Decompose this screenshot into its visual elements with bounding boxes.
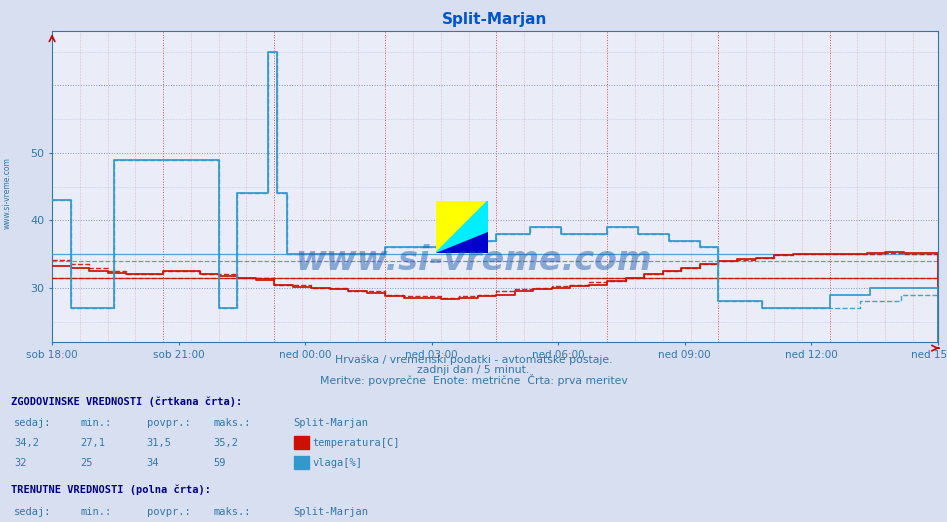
Text: TRENUTNE VREDNOSTI (polna črta):: TRENUTNE VREDNOSTI (polna črta): — [11, 485, 211, 495]
Text: 27,1: 27,1 — [80, 438, 105, 448]
Polygon shape — [436, 232, 488, 253]
Title: Split-Marjan: Split-Marjan — [442, 13, 547, 27]
Text: sedaj:: sedaj: — [14, 507, 52, 517]
Text: www.si-vreme.com: www.si-vreme.com — [3, 157, 12, 229]
Text: povpr.:: povpr.: — [147, 507, 190, 517]
Text: 35,2: 35,2 — [213, 438, 238, 448]
Text: min.:: min.: — [80, 507, 112, 517]
Text: maks.:: maks.: — [213, 507, 251, 517]
Text: 32: 32 — [14, 458, 27, 468]
Text: temperatura[C]: temperatura[C] — [313, 438, 400, 448]
Text: 59: 59 — [213, 458, 225, 468]
Text: min.:: min.: — [80, 419, 112, 429]
Text: 31,5: 31,5 — [147, 438, 171, 448]
Text: ZGODOVINSKE VREDNOSTI (črtkana črta):: ZGODOVINSKE VREDNOSTI (črtkana črta): — [11, 396, 242, 407]
Text: zadnji dan / 5 minut.: zadnji dan / 5 minut. — [418, 365, 529, 375]
Text: Split-Marjan: Split-Marjan — [294, 507, 368, 517]
Polygon shape — [436, 201, 488, 253]
Text: www.si-vreme.com: www.si-vreme.com — [295, 244, 652, 278]
Text: Meritve: povprečne  Enote: metrične  Črta: prva meritev: Meritve: povprečne Enote: metrične Črta:… — [320, 374, 627, 386]
Text: povpr.:: povpr.: — [147, 419, 190, 429]
Text: sedaj:: sedaj: — [14, 419, 52, 429]
Text: 25: 25 — [80, 458, 93, 468]
Text: vlaga[%]: vlaga[%] — [313, 458, 363, 468]
Text: 34: 34 — [147, 458, 159, 468]
Text: Hrvaška / vremenski podatki - avtomatske postaje.: Hrvaška / vremenski podatki - avtomatske… — [334, 354, 613, 365]
Polygon shape — [436, 201, 488, 253]
Text: 34,2: 34,2 — [14, 438, 39, 448]
Text: Split-Marjan: Split-Marjan — [294, 419, 368, 429]
Text: maks.:: maks.: — [213, 419, 251, 429]
